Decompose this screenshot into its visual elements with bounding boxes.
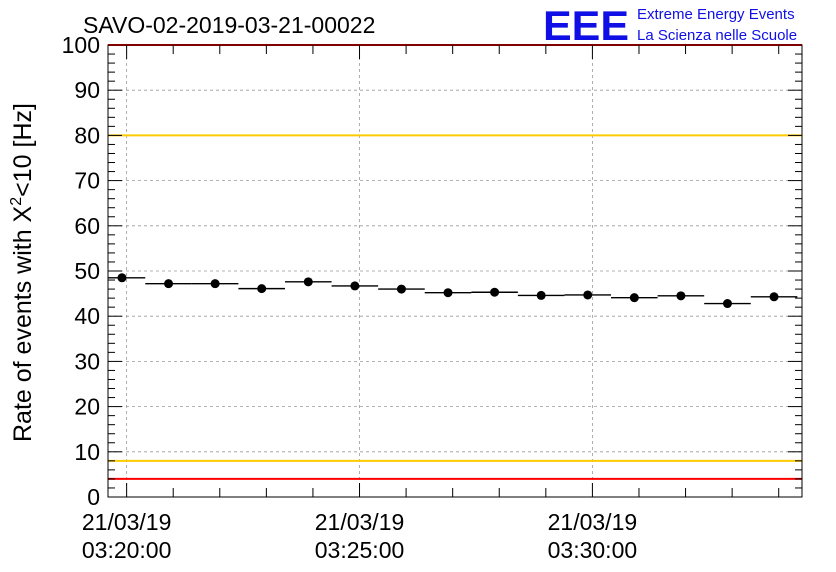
y-tick-label: 60: [74, 213, 100, 239]
y-tick-labels: 0 10 20 30 40 50 60 70 80 90 100: [62, 32, 100, 510]
y-tick-label: 40: [74, 303, 100, 329]
y-tick-label: 70: [74, 168, 100, 194]
data-point: [350, 281, 360, 291]
axis-ticks: [108, 44, 802, 498]
data-point: [396, 284, 406, 294]
data-series: [108, 273, 798, 309]
data-point: [722, 299, 732, 309]
x-tick-label-date: 21/03/19: [315, 509, 405, 535]
logo-line-1: Extreme Energy Events: [637, 6, 795, 23]
data-point: [164, 279, 174, 289]
y-tick-label: 10: [74, 439, 100, 465]
y-tick-label: 80: [74, 122, 100, 148]
eee-logo: EEE Extreme Energy Events La Scienza nel…: [543, 2, 797, 49]
x-tick-label-time: 03:25:00: [315, 537, 405, 563]
y-tick-label: 30: [74, 348, 100, 374]
y-axis-title: Rate of events with X2<10 [Hz]: [8, 103, 37, 442]
data-point: [443, 288, 453, 298]
x-tick-label-date: 21/03/19: [82, 509, 172, 535]
y-tick-label: 90: [74, 77, 100, 103]
data-point: [210, 279, 220, 289]
reference-lines: [108, 44, 802, 480]
data-point: [676, 291, 686, 301]
data-point: [629, 293, 639, 303]
data-point: [769, 292, 779, 302]
logo-letters: EEE: [543, 2, 629, 49]
data-point: [257, 284, 267, 294]
y-tick-label: 100: [62, 32, 100, 58]
data-point: [583, 290, 593, 300]
data-point: [536, 290, 546, 300]
data-point: [490, 287, 500, 297]
run-id-title: SAVO-02-2019-03-21-00022: [83, 12, 375, 38]
x-tick-label-time: 03:20:00: [82, 537, 172, 563]
y-tick-label: 0: [87, 484, 100, 510]
grid: [108, 44, 802, 498]
y-tick-label: 20: [74, 394, 100, 420]
logo-line-2: La Scienza nelle Scuole: [637, 27, 797, 44]
data-point: [117, 273, 127, 283]
x-tick-label-date: 21/03/19: [548, 509, 638, 535]
data-point: [303, 277, 313, 287]
x-tick-labels: 21/03/1903:20:0021/03/1903:25:0021/03/19…: [82, 509, 637, 563]
x-tick-label-time: 03:30:00: [548, 537, 638, 563]
y-tick-label: 50: [74, 258, 100, 284]
